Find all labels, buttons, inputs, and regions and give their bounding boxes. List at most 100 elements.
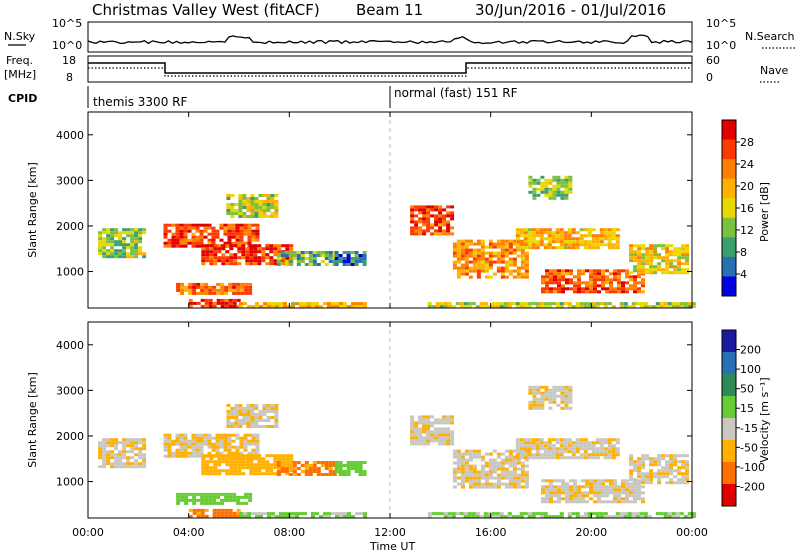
heatmap-cell bbox=[452, 467, 457, 471]
heatmap-cell bbox=[641, 284, 645, 288]
heatmap-cell bbox=[508, 455, 513, 459]
power-ylabel: Slant Range [km] bbox=[26, 162, 39, 258]
heatmap-cell bbox=[179, 226, 184, 230]
heatmap-cell bbox=[229, 454, 234, 458]
heatmap-cell bbox=[540, 184, 545, 188]
heatmap-cell bbox=[540, 190, 545, 194]
heatmap-cell bbox=[291, 302, 295, 306]
heatmap-cell bbox=[557, 491, 561, 495]
heatmap-cell bbox=[208, 304, 213, 308]
heatmap-cell bbox=[237, 460, 242, 464]
heatmap-cell bbox=[277, 247, 282, 251]
heatmap-cell bbox=[539, 231, 544, 235]
heatmap-cell bbox=[114, 456, 119, 460]
heatmap-cell bbox=[645, 481, 650, 485]
heatmap-cell bbox=[484, 251, 489, 255]
heatmap-cell bbox=[504, 485, 509, 489]
heatmap-cell bbox=[308, 473, 313, 476]
heatmap-cell bbox=[262, 194, 267, 197]
heatmap-cell bbox=[549, 272, 553, 276]
heatmap-cell bbox=[677, 469, 682, 473]
heatmap-cell bbox=[571, 240, 576, 244]
heatmap-cell bbox=[504, 461, 509, 465]
heatmap-cell bbox=[549, 488, 553, 492]
heatmap-cell bbox=[564, 187, 569, 191]
heatmap-cell bbox=[647, 305, 652, 309]
heatmap-cell bbox=[187, 226, 192, 230]
heatmap-cell bbox=[211, 235, 216, 239]
heatmap-cell bbox=[184, 285, 189, 289]
heatmap-cell bbox=[633, 275, 637, 279]
heatmap-cell bbox=[247, 512, 251, 516]
heatmap-cell bbox=[304, 461, 309, 464]
heatmap-cell bbox=[249, 457, 254, 461]
heatmap-cell bbox=[531, 246, 536, 250]
heatmap-cell bbox=[324, 263, 329, 266]
heatmap-cell bbox=[452, 449, 457, 453]
heatmap-cell bbox=[426, 424, 431, 428]
heatmap-cell bbox=[577, 491, 581, 495]
heatmap-cell bbox=[649, 469, 654, 473]
heatmap-cell bbox=[523, 453, 528, 457]
heatmap-cell bbox=[579, 438, 584, 442]
heatmap-cell bbox=[568, 391, 573, 395]
heatmap-cell bbox=[524, 257, 529, 261]
heatmap-cell bbox=[179, 436, 184, 440]
heatmap-cell bbox=[266, 197, 271, 200]
heatmap-cell bbox=[543, 512, 548, 516]
heatmap-cell bbox=[211, 229, 216, 233]
heatmap-cell bbox=[447, 512, 452, 516]
heatmap-cell bbox=[316, 473, 321, 476]
heatmap-cell bbox=[527, 456, 532, 460]
colorbar-tick-label: 20 bbox=[740, 180, 754, 193]
heatmap-cell bbox=[581, 497, 585, 501]
heatmap-cell bbox=[657, 481, 662, 485]
heatmap-cell bbox=[661, 454, 666, 458]
heatmap-cell bbox=[199, 439, 204, 443]
heatmap-cell bbox=[134, 462, 139, 466]
heatmap-cell bbox=[460, 455, 465, 459]
heatmap-cell bbox=[523, 237, 528, 241]
heatmap-cell bbox=[255, 515, 259, 519]
heatmap-cell bbox=[257, 259, 262, 263]
heatmap-cell bbox=[613, 479, 617, 483]
heatmap-cell bbox=[271, 302, 275, 306]
heatmap-cell bbox=[551, 515, 556, 519]
heatmap-cell bbox=[163, 226, 168, 230]
heatmap-cell bbox=[243, 226, 248, 230]
heatmap-cell bbox=[307, 305, 311, 309]
heatmap-cell bbox=[200, 298, 205, 302]
heatmap-cell bbox=[479, 305, 484, 309]
heatmap-cell bbox=[591, 240, 596, 244]
heatmap-cell bbox=[456, 470, 461, 474]
heatmap-cell bbox=[212, 304, 217, 308]
heatmap-cell bbox=[548, 196, 553, 200]
heatmap-cell bbox=[442, 436, 447, 440]
heatmap-cell bbox=[456, 461, 461, 465]
heatmap-cell bbox=[227, 226, 232, 230]
heatmap-cell bbox=[244, 285, 249, 289]
heatmap-cell bbox=[274, 200, 279, 203]
heatmap-cell bbox=[541, 500, 545, 504]
heatmap-cell bbox=[184, 495, 189, 499]
heatmap-cell bbox=[281, 262, 286, 266]
heatmap-cell bbox=[555, 302, 560, 306]
heatmap-cell bbox=[258, 416, 263, 419]
heatmap-cell bbox=[255, 232, 260, 236]
heatmap-cell bbox=[500, 242, 505, 246]
heatmap-cell bbox=[232, 511, 237, 515]
heatmap-cell bbox=[192, 501, 197, 505]
heatmap-cell bbox=[556, 193, 561, 197]
heatmap-cell bbox=[552, 196, 557, 200]
heatmap-cell bbox=[192, 291, 197, 295]
heatmap-cell bbox=[118, 465, 123, 469]
heatmap-cell bbox=[426, 223, 431, 227]
heatmap-cell bbox=[560, 388, 565, 392]
heatmap-cell bbox=[410, 226, 415, 230]
heatmap-cell bbox=[183, 433, 188, 437]
heatmap-cell bbox=[527, 305, 532, 309]
heatmap-cell bbox=[232, 498, 237, 502]
heatmap-cell bbox=[422, 205, 427, 209]
heatmap-cell bbox=[418, 229, 423, 233]
